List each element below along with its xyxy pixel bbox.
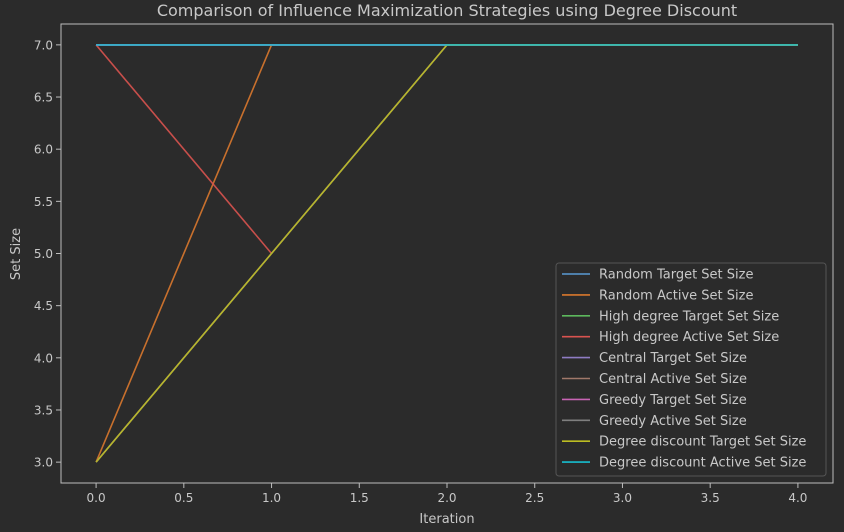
x-tick-label: 2.0	[437, 491, 456, 505]
legend-label: Greedy Target Set Size	[599, 393, 747, 408]
y-axis-label: Set Size	[9, 228, 24, 280]
legend-label: High degree Target Set Size	[599, 309, 779, 324]
y-tick-label: 6.0	[34, 143, 53, 157]
y-tick-label: 3.5	[34, 403, 53, 417]
y-tick-label: 3.0	[34, 456, 53, 470]
x-axis-label: Iteration	[419, 512, 474, 527]
chart-title: Comparison of Influence Maximization Str…	[157, 1, 737, 20]
y-axis: 3.0 3.5 4.0 4.5 5.0 5.5 6.0 6.5 7.0	[34, 38, 61, 470]
x-tick-label: 2.5	[525, 491, 544, 505]
legend-label: Degree discount Active Set Size	[599, 456, 806, 471]
legend: Random Target Set Size Random Active Set …	[555, 262, 827, 477]
legend-label: High degree Active Set Size	[599, 330, 779, 345]
y-tick-label: 4.5	[34, 299, 53, 313]
x-tick-label: 1.5	[350, 491, 369, 505]
x-tick-label: 1.0	[262, 491, 281, 505]
y-tick-label: 5.0	[34, 247, 53, 261]
legend-label: Central Target Set Size	[599, 351, 747, 366]
legend-label: Random Target Set Size	[599, 268, 753, 283]
legend-box	[555, 262, 827, 477]
series-line-4	[95, 44, 273, 255]
y-tick-label: 4.0	[34, 351, 53, 365]
legend-label: Central Active Set Size	[599, 372, 747, 387]
legend-label: Greedy Active Set Size	[599, 414, 747, 429]
x-tick-label: 3.5	[701, 491, 720, 505]
x-tick-label: 0.5	[174, 491, 193, 505]
x-axis: 0.0 0.5 1.0 1.5 2.0 2.5 3.0 3.5 4.0	[87, 483, 807, 505]
series-lines	[95, 44, 798, 463]
x-tick-label: 0.0	[87, 491, 106, 505]
x-tick-label: 3.0	[613, 491, 632, 505]
x-tick-label: 4.0	[788, 491, 807, 505]
legend-label: Degree discount Target Set Size	[599, 435, 806, 450]
y-tick-label: 6.5	[34, 91, 53, 105]
y-tick-label: 7.0	[34, 38, 53, 52]
legend-label: Random Active Set Size	[599, 288, 753, 303]
y-tick-label: 5.5	[34, 195, 53, 209]
